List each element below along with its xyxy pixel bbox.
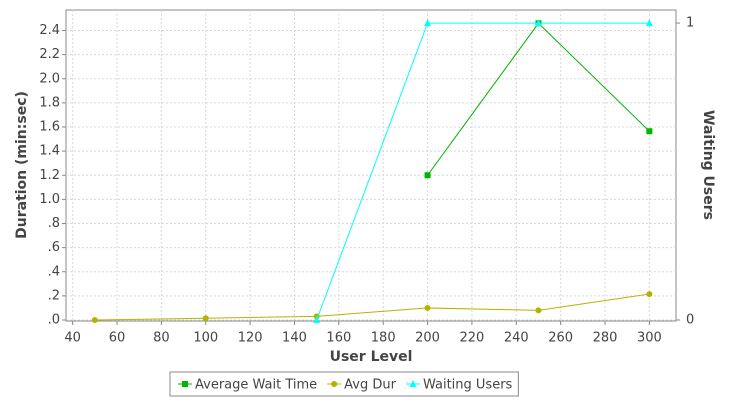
x-tick-label: 140 [282,331,307,346]
y-tick-label: 1.6 [39,120,60,135]
x-tick-label: 100 [193,331,218,346]
marker [646,291,653,298]
x-tick-label: 40 [64,331,81,346]
y-tick-label: 2.0 [39,71,60,86]
x-tick-label: 280 [593,331,618,346]
y-tick-label: 2.4 [39,23,60,38]
y-axis-label: Duration (min:sec) [14,91,30,239]
marker [182,381,188,387]
x-tick-label: 300 [637,331,662,346]
plot-area [65,9,677,322]
marker [646,128,653,135]
y-tick-label: 1.2 [39,168,60,183]
x-tick-label: 120 [238,331,263,346]
x-axis-label: User Level [330,349,413,365]
x-tick-label: 60 [109,331,126,346]
legend-label: Waiting Users [423,378,513,393]
marker [91,317,98,323]
series-line [316,22,650,321]
y2-tick-label: 1 [686,16,694,31]
x-tick-label: 80 [153,331,170,346]
marker [534,19,542,27]
marker [202,315,209,322]
y-tick-label: .6 [48,240,60,255]
y2-tick-label: 0 [686,313,694,328]
marker [409,380,417,387]
marker [331,381,338,387]
x-tick-label: 260 [548,331,573,346]
y-tick-label: 1.4 [39,144,60,159]
legend [169,371,519,397]
marker [424,172,431,179]
marker [313,316,321,323]
x-tick-label: 220 [460,331,485,346]
x-tick-label: 160 [326,331,351,346]
marker [645,19,653,27]
y-tick-label: .8 [48,216,60,231]
marker [535,307,542,314]
x-tick-label: 200 [415,331,440,346]
x-tick-label: 240 [504,331,529,346]
y-tick-label: .4 [48,264,60,279]
y-tick-label: 1.8 [39,95,60,110]
y-tick-label: 2.2 [39,47,60,62]
y2-axis-label: Waiting Users [700,110,716,220]
series-line [94,293,650,321]
marker [424,304,431,311]
y-tick-label: 1.0 [39,192,60,207]
marker [424,19,432,27]
legend-label: Average Wait Time [195,378,317,393]
y-tick-label: .0 [48,313,60,328]
legend-label: Avg Dur [344,378,396,393]
x-tick-label: 180 [371,331,396,346]
y-tick-label: .2 [48,288,60,303]
